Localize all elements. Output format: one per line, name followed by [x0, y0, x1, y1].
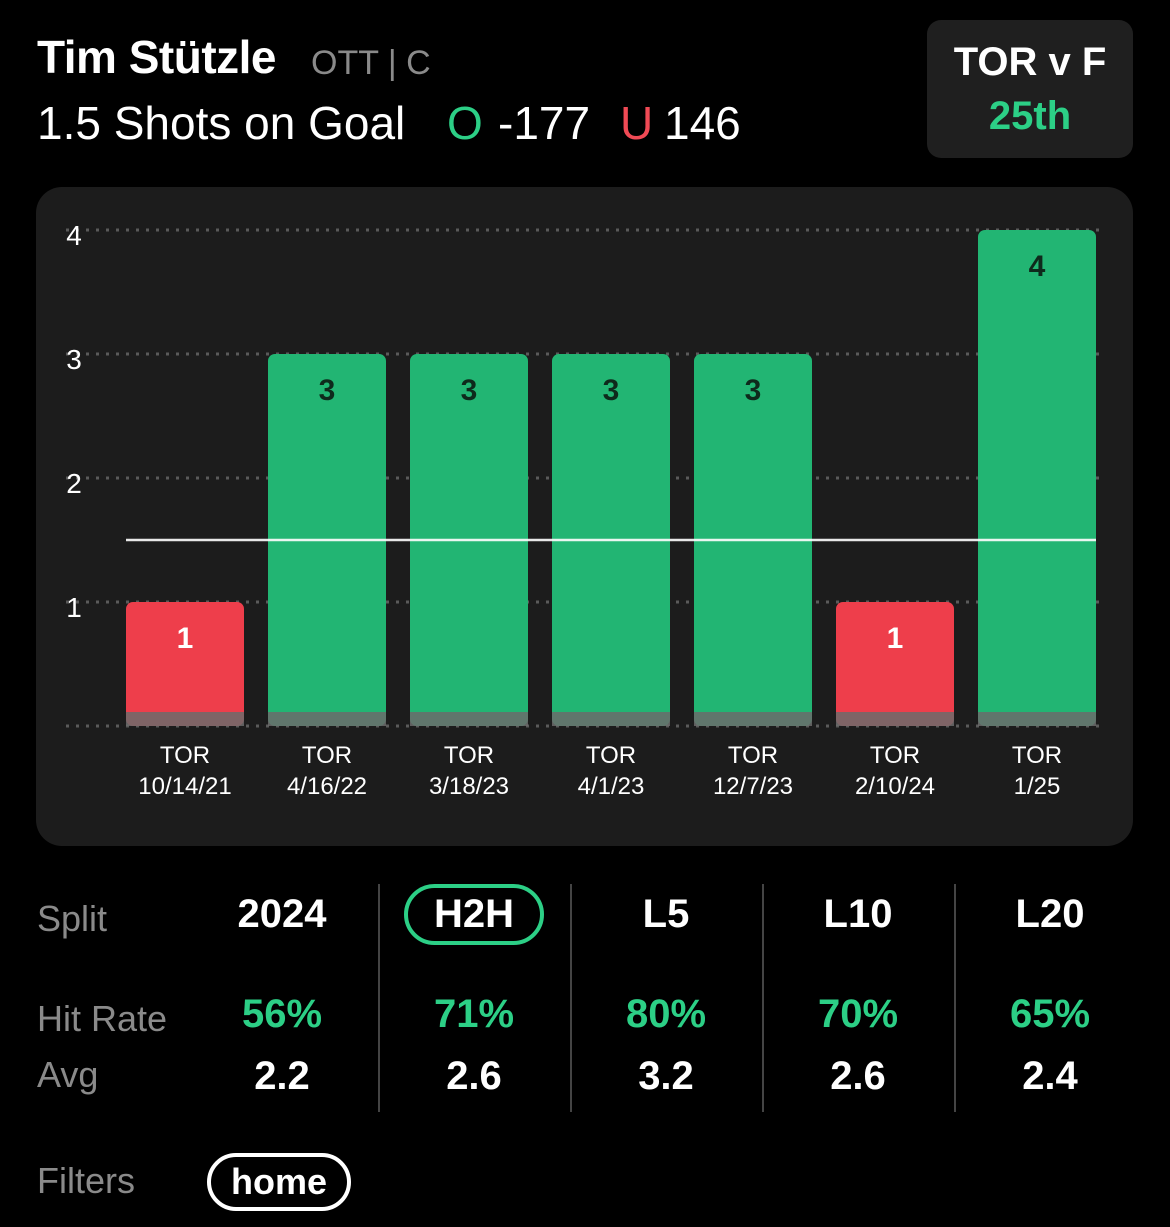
player-name: Tim Stützle [37, 31, 277, 83]
bar-value-label: 3 [603, 374, 620, 407]
hit-rate-label: Hit Rate [37, 998, 168, 1039]
x-tick-date: 3/18/23 [429, 773, 509, 800]
column-divider [954, 884, 956, 1112]
bar-value-label: 3 [461, 374, 478, 407]
split-tab-label: 2024 [237, 892, 327, 936]
bar-base [410, 712, 528, 726]
bar-base [978, 712, 1096, 726]
y-tick-label: 4 [66, 220, 82, 251]
x-tick-opponent: TOR [1012, 742, 1062, 769]
over-odds[interactable]: -177 [498, 97, 591, 149]
bar-value-label: 3 [745, 374, 762, 407]
bar-value-label: 3 [319, 374, 336, 407]
x-tick-opponent: TOR [870, 742, 920, 769]
avg-value: 2.6 [446, 1054, 502, 1098]
avg-label: Avg [37, 1054, 99, 1095]
bar-value-label: 4 [1029, 250, 1046, 283]
split-tab-l20[interactable]: L20 [954, 892, 1146, 937]
x-tick-date: 10/14/21 [138, 773, 231, 800]
split-tab-label: L10 [823, 892, 893, 936]
split-tab-label: H2H [403, 884, 545, 945]
x-tick-opponent: TOR [586, 742, 636, 769]
y-tick-label: 2 [66, 468, 82, 499]
x-tick-opponent: TOR [302, 742, 352, 769]
hit-rate-value: 71% [433, 992, 515, 1036]
bar-base [836, 712, 954, 726]
x-tick-date: 1/25 [1014, 773, 1061, 800]
hit-rate-value: 80% [625, 992, 707, 1036]
matchup-card[interactable]: TOR v F 25th [927, 20, 1133, 158]
chart-card: 1 2 3 4 1 TOR 10/14/21 3 TOR 4/16/22 3 TOR 3/18/23 3 T… [36, 187, 1133, 846]
x-tick-opponent: TOR [160, 742, 210, 769]
x-tick-date: 2/10/24 [855, 773, 935, 800]
split-tab-h2h[interactable]: H2H [378, 884, 570, 945]
y-tick-label: 3 [66, 344, 82, 375]
bar-value-label: 1 [887, 622, 904, 655]
x-tick-opponent: TOR [444, 742, 494, 769]
hit-rate-value: 70% [817, 992, 899, 1036]
stats-table: Split Hit Rate Avg 2024 H2H L5 L10 L20 5… [0, 880, 1170, 1120]
split-label: Split [37, 898, 108, 939]
bar-base [552, 712, 670, 726]
x-tick-date: 12/7/23 [713, 773, 793, 800]
column-divider [570, 884, 572, 1112]
avg-value: 2.6 [830, 1054, 886, 1098]
split-tab-2024[interactable]: 2024 [186, 892, 378, 937]
column-divider [378, 884, 380, 1112]
column-divider [762, 884, 764, 1112]
x-tick-date: 4/16/22 [287, 773, 367, 800]
split-tab-l5[interactable]: L5 [570, 892, 762, 937]
bar-value-label: 1 [177, 622, 194, 655]
x-tick-opponent: TOR [728, 742, 778, 769]
hit-rate-value: 65% [1009, 992, 1091, 1036]
over-indicator: O [447, 97, 483, 149]
avg-value: 3.2 [638, 1054, 694, 1098]
under-odds[interactable]: 146 [664, 97, 741, 149]
hit-rate-value: 56% [241, 992, 323, 1036]
filter-chip-home[interactable]: home [207, 1153, 351, 1211]
bar-under [836, 602, 954, 726]
avg-value: 2.2 [254, 1054, 310, 1098]
prop-line: 1.5 Shots on Goal [37, 97, 406, 149]
team-position: OTT | C [311, 44, 431, 82]
split-tab-label: L5 [642, 892, 690, 936]
shots-bar-chart: 1 2 3 4 1 TOR 10/14/21 3 TOR 4/16/22 3 TOR 3/18/23 3 T… [66, 220, 1100, 800]
bar-over [978, 230, 1096, 726]
x-tick-date: 4/1/23 [578, 773, 645, 800]
y-tick-label: 1 [66, 592, 82, 623]
bar-base [126, 712, 244, 726]
matchup-title: TOR v F [953, 40, 1107, 84]
avg-value: 2.4 [1022, 1054, 1078, 1098]
bar-base [268, 712, 386, 726]
bar-under [126, 602, 244, 726]
filters-label: Filters [37, 1160, 135, 1201]
split-tab-l10[interactable]: L10 [762, 892, 954, 937]
split-tab-label: L20 [1015, 892, 1085, 936]
bar-base [694, 712, 812, 726]
under-indicator: U [620, 97, 654, 149]
matchup-rank: 25th [988, 94, 1072, 138]
